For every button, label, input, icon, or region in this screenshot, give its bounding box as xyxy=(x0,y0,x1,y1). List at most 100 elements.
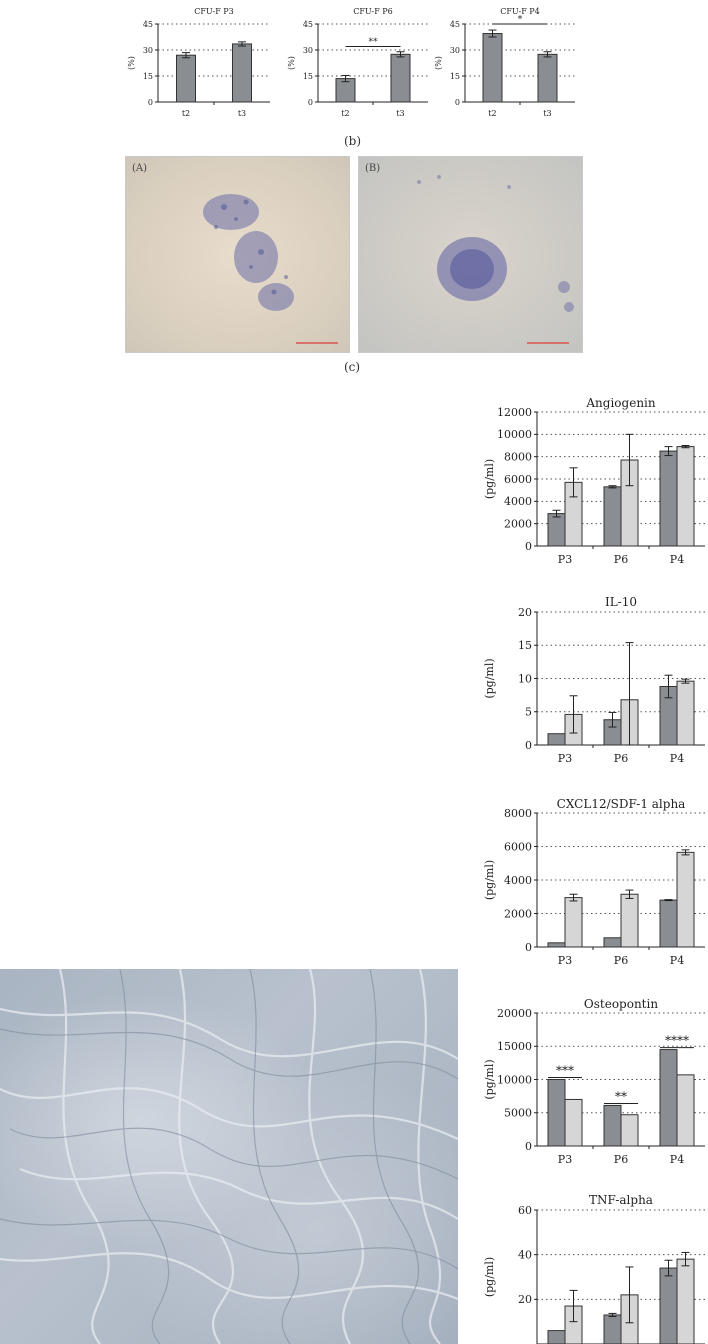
cfu_p6-ytick-label-1: 15 xyxy=(303,72,313,81)
cfu_p4-bar-s0-c0 xyxy=(482,33,503,103)
osteopontin-title: Osteopontin xyxy=(584,997,658,1011)
angiogenin-ytick-label-5: 10000 xyxy=(497,428,532,441)
cfu_p4-ytick-label-3: 45 xyxy=(450,20,460,29)
cfu_p4-ytick-label-2: 30 xyxy=(450,46,460,55)
osteopontin-bar-s1-c1 xyxy=(620,1114,639,1147)
cxcl12-category-label-1: P6 xyxy=(614,954,628,967)
cfu_p6-ytick-label-0: 0 xyxy=(308,98,313,107)
cxcl12-bar-s0-c1 xyxy=(603,937,622,948)
cfu_p4-ylabel: (%) xyxy=(434,56,443,70)
cfu_p4-significance-label-0: * xyxy=(518,15,523,25)
cfu_p6-significance-label-0: ** xyxy=(369,38,379,48)
cxcl12-bar-s1-c2 xyxy=(676,851,695,948)
cfu_p4-ytick-label-0: 0 xyxy=(455,98,460,107)
il10-category-label-2: P4 xyxy=(670,752,684,765)
cfu_p4-ytick-label-1: 15 xyxy=(450,72,460,81)
angiogenin-ylabel: (pg/ml) xyxy=(483,459,496,499)
panel-c-label: (c) xyxy=(344,360,361,374)
il10-ytick-label-3: 15 xyxy=(518,639,532,652)
cfu_p6-category-label-1: t3 xyxy=(396,109,404,118)
cxcl12-title: CXCL12/SDF-1 alpha xyxy=(557,797,686,811)
tnfa-ytick-label-2: 60 xyxy=(518,1204,532,1217)
cfu_p3-ytick-label-2: 30 xyxy=(143,46,153,55)
cxcl12-ytick-label-3: 6000 xyxy=(504,840,532,853)
il10-ytick-label-0: 0 xyxy=(525,739,532,752)
cxcl12-ytick-label-1: 2000 xyxy=(504,907,532,920)
cfu_p3-title: CFU-F P3 xyxy=(194,7,234,16)
osteopontin-annotation-label-0: *** xyxy=(556,1064,574,1078)
osteopontin-ytick-label-1: 5000 xyxy=(504,1107,532,1120)
colony-micrograph-a: (A) xyxy=(125,156,350,353)
angiogenin-ytick-label-0: 0 xyxy=(525,540,532,553)
il10-ytick-label-2: 10 xyxy=(518,672,532,685)
il10-bar-s1-c2 xyxy=(676,680,695,746)
angiogenin-ytick-label-2: 4000 xyxy=(504,495,532,508)
angiogenin-bar-s0-c2 xyxy=(659,450,678,547)
tnfa-bar-s0-c1 xyxy=(603,1314,622,1344)
cxcl12-ytick-label-4: 8000 xyxy=(504,807,532,820)
il10-title: IL-10 xyxy=(605,595,637,609)
osteopontin-bar-s1-c0 xyxy=(564,1098,583,1147)
cfu_p6-ylabel: (%) xyxy=(287,56,296,70)
colony-micrograph-b: (B) xyxy=(358,156,583,353)
osteopontin-ytick-label-2: 10000 xyxy=(497,1073,532,1086)
angiogenin-category-label-0: P3 xyxy=(558,553,572,566)
tnfa-bar-s0-c0 xyxy=(547,1330,566,1344)
cxcl12-bar-s0-c0 xyxy=(547,942,566,948)
tnfa-ylabel: (pg/ml) xyxy=(483,1257,496,1297)
tnfa-ytick-label-0: 20 xyxy=(518,1293,532,1306)
colony-b-pattern xyxy=(417,175,574,344)
il10-category-label-1: P6 xyxy=(614,752,628,765)
cfu_p3-ytick-label-0: 0 xyxy=(148,98,153,107)
cfu_p4-category-label-0: t2 xyxy=(488,109,496,118)
cfu_p6-bar-s0-c1 xyxy=(390,53,411,103)
angiogenin-title: Angiogenin xyxy=(585,396,655,410)
cfu_p4-title: CFU-F P4 xyxy=(500,7,540,16)
cxcl12-ylabel: (pg/ml) xyxy=(483,860,496,900)
panel-b-label: (b) xyxy=(344,134,362,148)
cxcl12-ytick-label-2: 4000 xyxy=(504,874,532,887)
cfu_p3-bar-s0-c1 xyxy=(232,43,252,103)
cfu_p3-category-label-1: t3 xyxy=(238,109,246,118)
cxcl12-bar-s0-c2 xyxy=(659,899,678,948)
angiogenin-ytick-label-3: 6000 xyxy=(504,473,532,486)
micrograph-b-tag: (B) xyxy=(365,163,381,174)
cfu_p3-ytick-label-3: 45 xyxy=(143,20,153,29)
osteopontin-bar-s0-c2 xyxy=(659,1049,678,1147)
cxcl12-bar-s1-c0 xyxy=(564,897,583,948)
osteopontin-category-label-1: P6 xyxy=(614,1153,628,1166)
osteopontin-ylabel: (pg/ml) xyxy=(483,1059,496,1099)
osteopontin-bar-s0-c0 xyxy=(547,1079,566,1147)
osteopontin-ytick-label-0: 0 xyxy=(525,1140,532,1153)
osteopontin-category-label-0: P3 xyxy=(558,1153,572,1166)
cfu_p4-category-label-1: t3 xyxy=(543,109,551,118)
osteopontin-annotation-label-2: **** xyxy=(665,1034,689,1048)
osteopontin-ytick-label-4: 20000 xyxy=(497,1007,532,1020)
angiogenin-ytick-label-4: 8000 xyxy=(504,451,532,464)
osteopontin-category-label-2: P4 xyxy=(670,1153,684,1166)
osteopontin-bar-s1-c2 xyxy=(676,1074,695,1147)
cfu_p6-ytick-label-3: 45 xyxy=(303,20,313,29)
angiogenin-bar-s0-c1 xyxy=(603,486,622,547)
cell-culture-micrograph xyxy=(0,969,458,1344)
il10-bar-s0-c0 xyxy=(547,733,566,746)
cfu_p3-ylabel: (%) xyxy=(127,56,136,70)
micrograph-a-tag: (A) xyxy=(132,163,148,174)
cfu_p6-ytick-label-2: 30 xyxy=(303,46,313,55)
il10-ytick-label-4: 20 xyxy=(518,606,532,619)
angiogenin-bar-s1-c2 xyxy=(676,446,695,547)
il10-category-label-0: P3 xyxy=(558,752,572,765)
osteopontin-ytick-label-3: 15000 xyxy=(497,1040,532,1053)
il10-ylabel: (pg/ml) xyxy=(483,658,496,698)
cfu_p4-bar-s0-c1 xyxy=(537,53,558,103)
tnfa-bar-s1-c2 xyxy=(676,1258,695,1344)
osteopontin-annotation-label-1: ** xyxy=(615,1089,627,1103)
angiogenin-ytick-label-1: 2000 xyxy=(504,518,532,531)
angiogenin-category-label-2: P4 xyxy=(670,553,684,566)
colony-a-pattern xyxy=(203,194,338,344)
cfu_p3-ytick-label-1: 15 xyxy=(143,72,153,81)
angiogenin-category-label-1: P6 xyxy=(614,553,628,566)
cxcl12-bar-s1-c1 xyxy=(620,893,639,948)
